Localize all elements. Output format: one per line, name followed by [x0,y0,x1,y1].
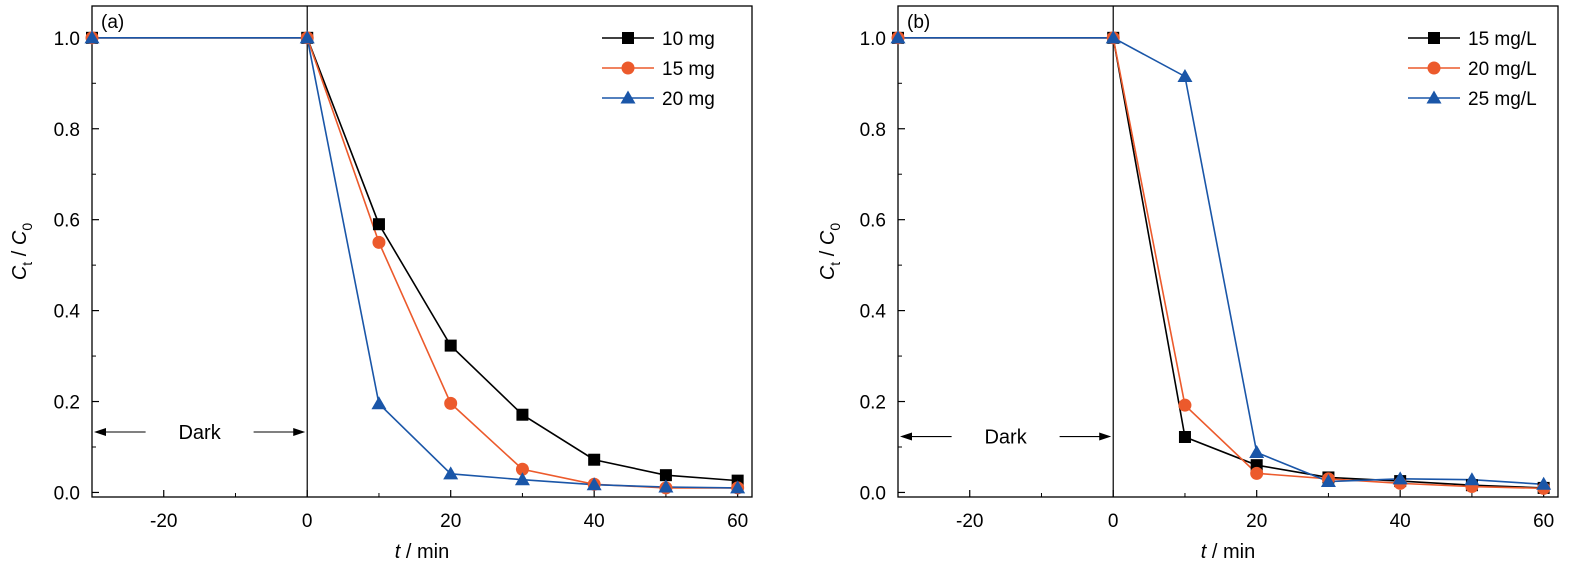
x-tick-label: 0 [1108,511,1119,532]
y-tick-label: 1.0 [54,29,80,50]
y-tick-label: 0.4 [860,302,887,323]
data-point-series-2 [515,462,529,476]
y-tick-label: 1.0 [860,29,886,50]
x-tick-label: 60 [1533,511,1554,532]
data-point-series-1 [1178,430,1191,443]
data-point-series-3 [443,466,459,480]
data-point-series-1 [516,408,529,421]
data-point-series-3 [1464,472,1480,486]
legend-marker [1427,61,1441,75]
y-tick-label: 0.6 [860,211,886,232]
legend-marker [1426,90,1442,104]
y-tick-label: 0.8 [860,120,886,141]
data-point-series-2 [1250,466,1264,480]
data-point-series-3 [84,30,100,44]
series-line-2 [92,37,738,489]
data-point-series-1 [588,453,601,466]
y-tick-label: 0.6 [54,211,80,232]
data-point-series-1 [372,218,385,231]
series-line-1 [898,37,1544,489]
legend-label: 20 mg/L [1468,59,1537,80]
y-tick-label: 0.2 [54,393,80,414]
legend-marker [621,61,635,75]
y-tick-label: 0.2 [860,393,886,414]
x-tick-label: 40 [584,511,605,532]
data-point-series-3 [890,30,906,44]
legend-marker [622,32,634,44]
y-tick-label: 0.0 [54,483,80,504]
series-line-3 [92,37,738,489]
data-point-series-3 [730,480,746,494]
legend-label: 20 mg [662,89,715,110]
x-tick-label: 40 [1390,511,1411,532]
legend-label: 10 mg [662,29,715,50]
y-tick-label: 0.4 [54,302,81,323]
dark-arrowhead-right [1099,432,1112,441]
plot-frame [91,5,753,498]
data-point-series-3 [371,396,387,410]
dark-label: Dark [984,427,1027,449]
y-axis-label: Ct / C0 [9,223,35,280]
data-point-series-3 [658,479,674,493]
x-tick-label: 0 [302,511,313,532]
x-tick-label: 20 [1246,511,1267,532]
dark-arrowhead-left [900,432,912,441]
dark-label: Dark [178,422,221,444]
data-point-series-3 [1320,474,1336,488]
legend-marker [620,90,636,104]
series-line-2 [898,37,1544,490]
y-axis-label: Ct / C0 [817,223,843,280]
dark-arrowhead-left [94,427,106,436]
y-tick-label: 0.8 [54,120,80,141]
panel-label: (a) [101,12,124,33]
chart-panel-b: 0.0 0.2 0.4 0.6 0.8 1.0 -20 0 20 40 60 Dark 15 mg/L 2… [817,5,1559,563]
x-tick-label: 60 [727,511,748,532]
x-tick-label: 20 [440,511,461,532]
data-point-series-2 [372,235,386,249]
data-point-series-2 [444,396,458,410]
y-tick-label: 0.0 [860,483,886,504]
dark-arrowhead-right [293,427,306,436]
data-point-series-2 [1178,398,1192,412]
legend-label: 15 mg/L [1468,29,1537,50]
series-line-3 [898,37,1544,486]
x-tick-label: -20 [956,511,983,532]
data-point-series-1 [659,469,672,482]
data-point-series-3 [1249,444,1265,458]
data-point-series-3 [1536,476,1552,490]
panel-label: (b) [907,12,930,33]
data-point-series-3 [1105,30,1121,44]
x-axis-label: t / min [395,541,449,563]
data-point-series-1 [444,339,457,352]
x-tick-label: -20 [150,511,177,532]
data-point-series-3 [586,477,602,491]
series-line-1 [92,37,738,482]
x-axis-label: t / min [1201,541,1255,563]
legend-label: 25 mg/L [1468,89,1537,110]
data-point-series-3 [514,472,530,486]
data-point-series-3 [1177,68,1193,82]
data-point-series-3 [299,30,315,44]
chart-panel-a: 0.0 0.2 0.4 0.6 0.8 1.0 -20 0 20 40 60 Dark 10 mg 15 … [9,5,753,563]
plot-frame [897,5,1559,498]
legend-marker [1428,32,1440,44]
data-point-series-3 [1392,471,1408,485]
legend-label: 15 mg [662,59,715,80]
